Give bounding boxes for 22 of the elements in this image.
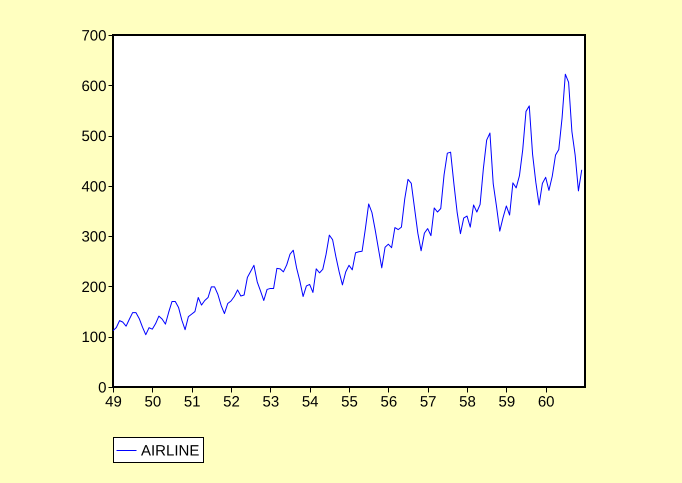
x-tick-label: 53: [262, 394, 280, 410]
x-tick-label: 56: [380, 394, 398, 410]
x-tick-label: 51: [184, 394, 201, 410]
legend-label: AIRLINE: [141, 442, 200, 460]
x-tick-label: 54: [302, 394, 319, 410]
x-tick-label: 55: [341, 394, 358, 410]
y-tick-label: 700: [81, 28, 106, 44]
x-tick-label: 59: [498, 394, 516, 410]
x-tick-label: 60: [538, 394, 555, 410]
y-tick-label: 300: [81, 228, 106, 246]
x-tick-label: 50: [144, 394, 162, 410]
y-tick-label: 600: [81, 78, 106, 95]
x-tick-label: 52: [223, 394, 240, 410]
x-tick-label: 49: [105, 394, 122, 410]
y-tick-label: 100: [81, 329, 106, 346]
y-tick-label: 0: [98, 380, 106, 396]
x-tick-label: 58: [459, 394, 476, 410]
x-tick-label: 57: [420, 394, 437, 410]
line-series: [112, 74, 582, 336]
y-tick-label: 400: [81, 178, 106, 196]
y-tick-label: 200: [81, 278, 106, 296]
y-tick-label: 500: [81, 128, 106, 146]
